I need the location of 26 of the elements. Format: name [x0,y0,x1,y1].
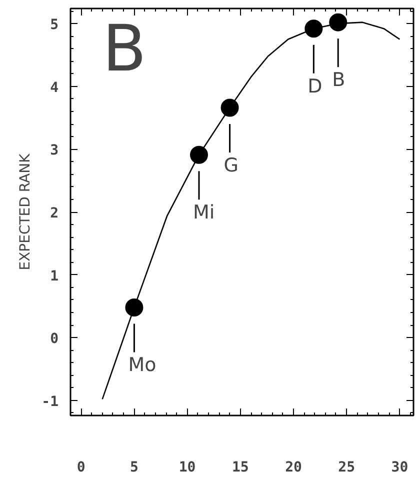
point [329,13,348,32]
y-tick-label: 2 [50,206,59,222]
annotation: Mo [128,354,156,376]
y-tick-label: 5 [50,17,59,34]
x-tick-label: 5 [130,460,138,476]
y-tick-label: -1 [42,394,58,410]
annotation: G [224,154,239,177]
y-axis-title: EXPECTED RANK [18,152,34,270]
x-tick-label: 0 [76,460,86,476]
x-tick-label: 20 [285,460,302,476]
x-tick-label: 10 [178,460,196,476]
annotation: D [308,75,322,98]
annotation: B [332,69,346,92]
y-tick-label: 4 [50,80,59,96]
annotation: Mi [192,202,215,224]
y-tick-label: 3 [50,142,59,159]
point [190,146,208,164]
point [304,20,323,38]
x-tick-label: 25 [338,460,356,476]
x-tick-label: 15 [232,460,249,476]
annotation: B [102,12,146,86]
x-tick-label: 30 [391,460,408,476]
point [220,98,239,117]
point [125,298,144,316]
y-tick-label: 0 [50,331,59,348]
y-tick-label: 1 [50,268,59,284]
